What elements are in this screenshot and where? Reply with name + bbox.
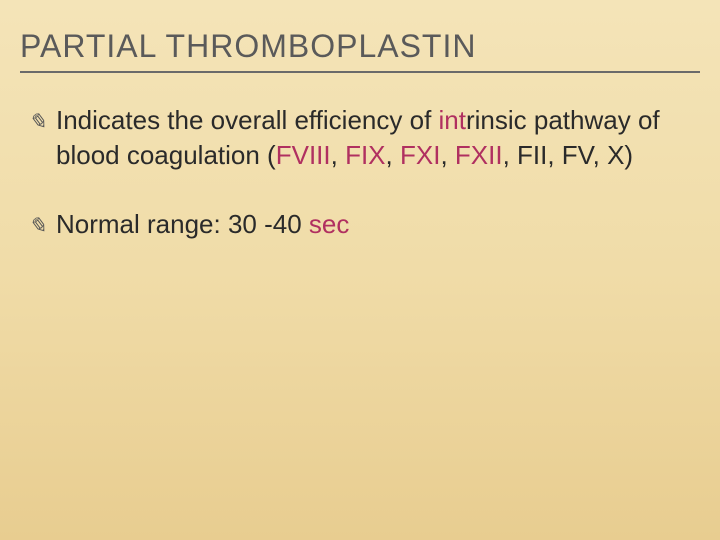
text-run: Normal range: 30 -40 (56, 209, 309, 239)
text-run: , FII, FV, X) (503, 140, 634, 170)
bullet-text: Normal range: 30 -40 sec (56, 209, 349, 239)
bullet-text: Indicates the overall efficiency of intr… (56, 105, 660, 170)
bullet-icon: ✎ (28, 107, 46, 137)
text-run: FXI (400, 140, 440, 170)
text-run: , (440, 140, 454, 170)
text-run: FXII (455, 140, 503, 170)
bullet-item: ✎ Indicates the overall efficiency of int… (28, 103, 700, 173)
bullet-list: ✎ Indicates the overall efficiency of int… (20, 103, 700, 242)
text-run: FVIII (276, 140, 331, 170)
slide: PARTIAL THROMBOPLASTIN ✎ Indicates the ov… (0, 0, 720, 540)
text-run: , (386, 140, 400, 170)
text-run: Indicates the overall efficiency of (56, 105, 439, 135)
text-run: sec (309, 209, 349, 239)
text-run: FIX (345, 140, 385, 170)
text-run: int (439, 105, 466, 135)
bullet-icon: ✎ (28, 211, 46, 241)
slide-title: PARTIAL THROMBOPLASTIN (20, 28, 700, 73)
text-run: , (331, 140, 345, 170)
bullet-item: ✎ Normal range: 30 -40 sec (28, 207, 700, 242)
